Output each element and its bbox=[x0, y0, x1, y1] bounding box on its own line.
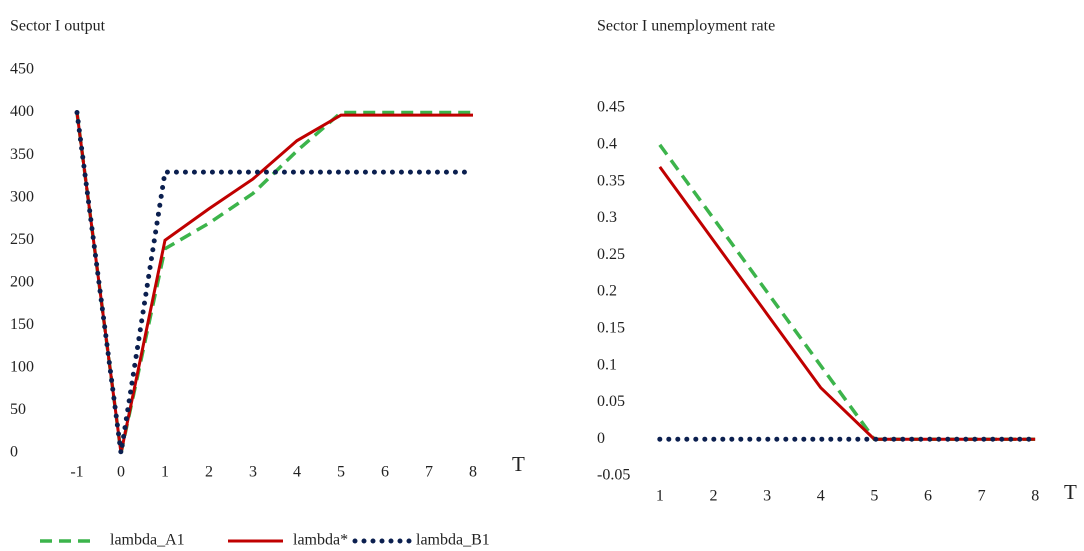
x-tick-label: 2 bbox=[205, 464, 213, 481]
y-tick-label: 0.15 bbox=[597, 319, 625, 336]
y-tick-label: 200 bbox=[10, 273, 34, 290]
legend-label: lambda* bbox=[293, 532, 348, 549]
y-tick-label: 450 bbox=[10, 61, 34, 78]
y-tick-label: 400 bbox=[10, 103, 34, 120]
y-tick-label: 100 bbox=[10, 359, 34, 376]
x-tick-label: 7 bbox=[425, 464, 433, 481]
y-tick-label: 0.25 bbox=[597, 246, 625, 263]
x-tick-label: 6 bbox=[381, 464, 389, 481]
y-tick-label: 0.3 bbox=[597, 209, 617, 226]
y-tick-label: 0.2 bbox=[597, 283, 617, 300]
data-line bbox=[75, 112, 473, 454]
x-tick-label: 3 bbox=[763, 488, 771, 505]
y-tick-label: 0.05 bbox=[597, 393, 625, 410]
y-tick-label: -0.05 bbox=[597, 467, 630, 484]
x-tick-label: 2 bbox=[709, 488, 717, 505]
chart-title: Sector I output bbox=[10, 18, 106, 35]
y-tick-label: 0.1 bbox=[597, 356, 617, 373]
y-tick-label: 0.35 bbox=[597, 172, 625, 189]
x-tick-label: 4 bbox=[817, 488, 825, 505]
x-tick-label: 4 bbox=[293, 464, 301, 481]
legend-label: lambda_A1 bbox=[110, 532, 185, 549]
y-tick-label: 250 bbox=[10, 231, 34, 248]
x-tick-label: 0 bbox=[117, 464, 125, 481]
x-tick-label: 1 bbox=[656, 488, 664, 505]
data-line bbox=[75, 110, 473, 454]
y-tick-label: 300 bbox=[10, 188, 34, 205]
data-line bbox=[658, 143, 1036, 441]
data-line bbox=[74, 110, 476, 454]
x-tick-label: 6 bbox=[924, 488, 932, 505]
chart-title: Sector I unemployment rate bbox=[597, 18, 775, 35]
y-tick-label: 50 bbox=[10, 401, 26, 418]
y-tick-label: 150 bbox=[10, 316, 34, 333]
y-tick-label: 0 bbox=[10, 444, 18, 461]
y-tick-label: 0.45 bbox=[597, 99, 625, 116]
x-tick-label: 5 bbox=[337, 464, 345, 481]
y-tick-label: 0.4 bbox=[597, 135, 617, 152]
x-tick-label: -1 bbox=[70, 464, 83, 481]
x-tick-label: 8 bbox=[469, 464, 477, 481]
y-tick-label: 0 bbox=[597, 430, 605, 447]
x-axis-label: T bbox=[512, 452, 525, 476]
y-tick-label: 350 bbox=[10, 146, 34, 163]
x-axis-label: T bbox=[1064, 480, 1077, 504]
x-tick-label: 8 bbox=[1031, 488, 1039, 505]
x-tick-label: 3 bbox=[249, 464, 257, 481]
data-line bbox=[658, 165, 1036, 441]
x-tick-label: 5 bbox=[870, 488, 878, 505]
legend-label: lambda_B1 bbox=[416, 532, 490, 549]
x-tick-label: 1 bbox=[161, 464, 169, 481]
x-tick-label: 7 bbox=[978, 488, 986, 505]
